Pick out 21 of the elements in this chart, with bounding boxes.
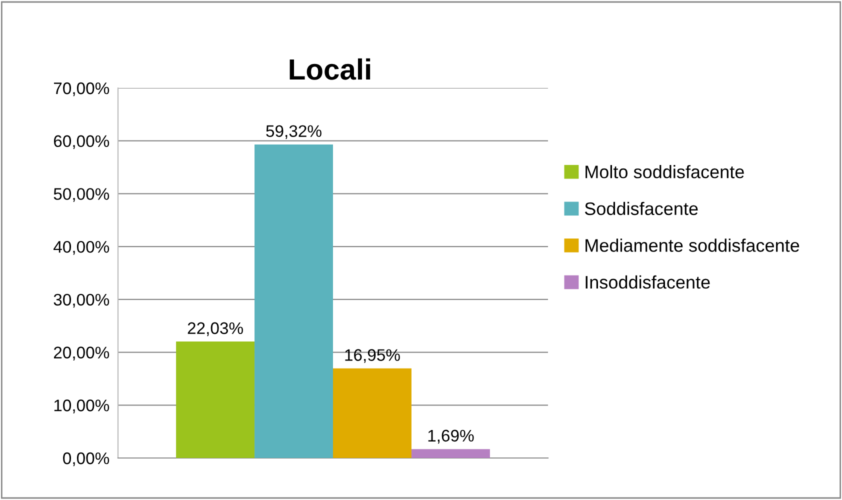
data-label: 1,69% [428, 430, 474, 444]
y-tick-label: 50,00% [54, 188, 110, 202]
bar [176, 342, 255, 458]
y-tick-label: 0,00% [63, 452, 110, 466]
y-tick-label: 10,00% [54, 400, 110, 414]
y-tick-label: 40,00% [54, 240, 110, 255]
chart-title: Locali [290, 58, 370, 80]
y-tick-label: 20,00% [54, 346, 110, 360]
y-tick-label: 30,00% [54, 294, 110, 308]
y-tick-label: 60,00% [54, 135, 110, 150]
legend-label: Mediamente soddisfacente [586, 238, 800, 252]
y-tick-label: 70,00% [54, 82, 110, 96]
bar [254, 144, 333, 458]
bar [333, 368, 412, 458]
legend-label: Insoddisfacente [586, 275, 710, 289]
data-label: 59,32% [266, 125, 322, 139]
legend-label: Molto soddisfacente [586, 165, 744, 178]
bar [411, 449, 490, 458]
data-label: 16,95% [345, 349, 400, 363]
data-label: 22,03% [188, 322, 243, 336]
legend-label: Soddisfacente [584, 202, 698, 216]
